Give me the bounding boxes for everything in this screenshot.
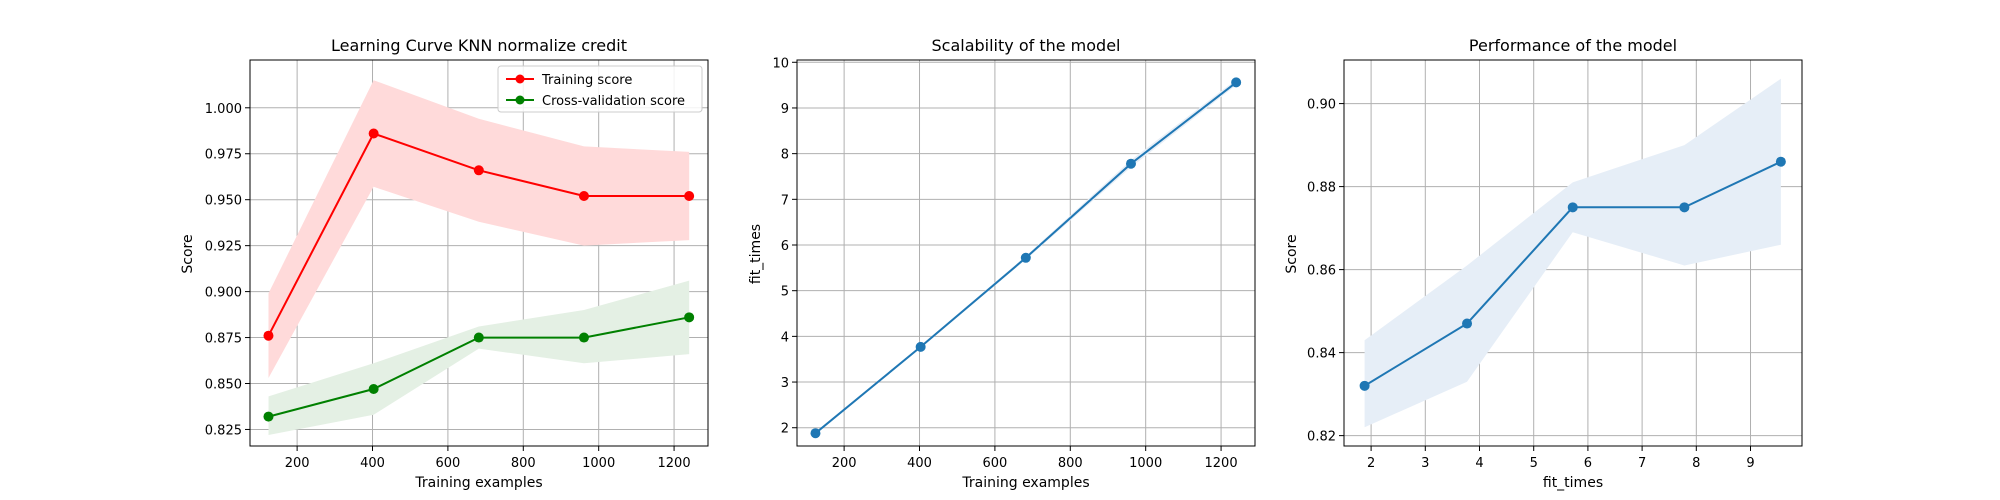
panel-3-series-1-band [1364,78,1781,428]
legend-box [497,65,703,113]
panel-1-ytick-label: 0.975 [205,148,242,163]
panel-3-ytick-label: 0.88 [1307,181,1336,196]
panel-1-ytick-label: 0.825 [205,423,242,438]
panel-2-ytick-label: 3 [781,376,789,391]
panel-3-ytick-label: 0.86 [1307,264,1336,279]
panel-3-xlabel: fit_times [1543,475,1603,491]
panel-2-series-1-point [810,428,821,439]
panel-1-series-1-point [263,330,274,341]
panel-3-series-1-point [1462,318,1473,329]
panel-3-ytick-label: 0.82 [1307,430,1336,445]
panel-3-xtick-label: 8 [1692,456,1700,471]
panel-1-series-2-point [263,411,274,422]
panel-2-ylabel: fit_times [748,224,764,284]
panel-1-xtick-label: 1000 [582,456,615,471]
panel-2-ytick-label: 4 [781,330,789,345]
panel-1-ytick-label: 0.850 [205,378,242,393]
panel-1-xtick-label: 600 [435,456,460,471]
panel-2-ytick-label: 5 [781,285,789,300]
panel-3-title: Performance of the model [1469,36,1677,55]
panel-3-xtick-label: 4 [1475,456,1483,471]
panel-3-ytick-label: 0.90 [1307,98,1336,113]
panel-1-ytick-label: 0.925 [205,240,242,255]
panel-3-series-1-point [1775,156,1786,167]
panel-performance: Performance of the model fit_times Score [1284,36,1677,491]
panel-2-ytick-label: 7 [781,193,789,208]
panel-2-ytick-label: 2 [781,422,789,437]
panel-2-series-1-point [1020,252,1031,263]
panel-1-series-1-point [473,165,484,176]
panel-2-series-1-point [1125,158,1136,169]
panel-3-axes-frame [1343,59,1803,447]
panel-2-xlabel: Training examples [961,475,1089,491]
legend-swatch-marker [515,74,525,84]
panel-1-ytick-label: 0.950 [205,194,242,209]
panel-1-axes-frame [249,59,709,447]
panel-3-xtick-label: 6 [1584,456,1592,471]
panel-1-series-2-point [368,384,379,395]
panel-scalability: Scalability of the model Training exampl… [748,36,1121,491]
panel-3-series-1-point [1359,380,1370,391]
panel-1-ytick-label: 1.000 [205,102,242,117]
panel-1-title: Learning Curve KNN normalize credit [331,36,627,55]
panel-1-xtick-label: 1200 [658,456,691,471]
panel-3-xtick-label: 3 [1421,456,1429,471]
panel-2-ytick-label: 6 [781,239,789,254]
panel-2-ytick-label: 9 [781,102,789,117]
panel-2-plot: 200 400 600 800 1000 1200 2 3 4 5 6 7 8 9 10 [772,56,1256,471]
panel-3-xtick-label: 9 [1746,456,1754,471]
panel-2-xtick-label: 800 [1058,456,1083,471]
panel-1-series-1-point [578,191,589,202]
panel-3-ylabel: Score [1284,234,1300,273]
panel-1-ytick-label: 0.900 [205,286,242,301]
panel-2-series-1-point [915,341,926,352]
panel-1-series-2-point [473,332,484,343]
panel-1-series-2-point [578,332,589,343]
panel-1-plot: 200 400 600 800 1000 1200 0.825 0.850 0.875 0.900… [205,59,709,471]
panel-1-ytick-label: 0.875 [205,332,242,347]
panel-1-series-2-point [684,312,695,323]
panel-learning-curve: Learning Curve KNN normalize credit Trai… [180,36,627,491]
panel-2-xtick-label: 400 [907,456,932,471]
panel-3-series-1-point [1679,202,1690,213]
panel-1-series-1-point [684,191,695,202]
panel-1-xtick-label: 200 [285,456,310,471]
panel-3-xtick-label: 7 [1638,456,1646,471]
panel-1-xlabel: Training examples [414,475,542,491]
panel-2-xtick-label: 600 [982,456,1007,471]
panel-1-xtick-label: 800 [511,456,536,471]
panel-2-xtick-label: 1000 [1129,456,1162,471]
panel-2-ytick-label: 10 [772,56,789,71]
panel-1-ylabel: Score [180,234,196,273]
panel-3-plot: 2 3 4 5 6 7 8 9 0.82 0.84 0.86 0.88 0.90 [1307,59,1803,471]
panel-2-series-1-point [1231,77,1242,88]
panel-3-xtick-label: 5 [1530,456,1538,471]
panel-1-series-1-band [268,80,690,378]
panel-2-title: Scalability of the model [932,36,1121,55]
panel-2-ytick-label: 8 [781,148,789,163]
panel-1-series-1-point [368,128,379,139]
legend-swatch-marker [515,95,525,105]
legend-entry-label: Training score [541,73,632,88]
panel-3-ytick-label: 0.84 [1307,347,1336,362]
panel-3-series-1-point [1567,202,1578,213]
panel-1-series-2-band [268,280,690,435]
panel-2-xtick-label: 200 [832,456,857,471]
panel-2-xtick-label: 1200 [1205,456,1238,471]
panel-2-axes-frame [796,59,1256,447]
panel-1-legend: Training score Cross-validation score [497,65,703,113]
panel-3-xtick-label: 2 [1367,456,1375,471]
panel-1-xtick-label: 400 [360,456,385,471]
legend-entry-label: Cross-validation score [542,94,685,109]
